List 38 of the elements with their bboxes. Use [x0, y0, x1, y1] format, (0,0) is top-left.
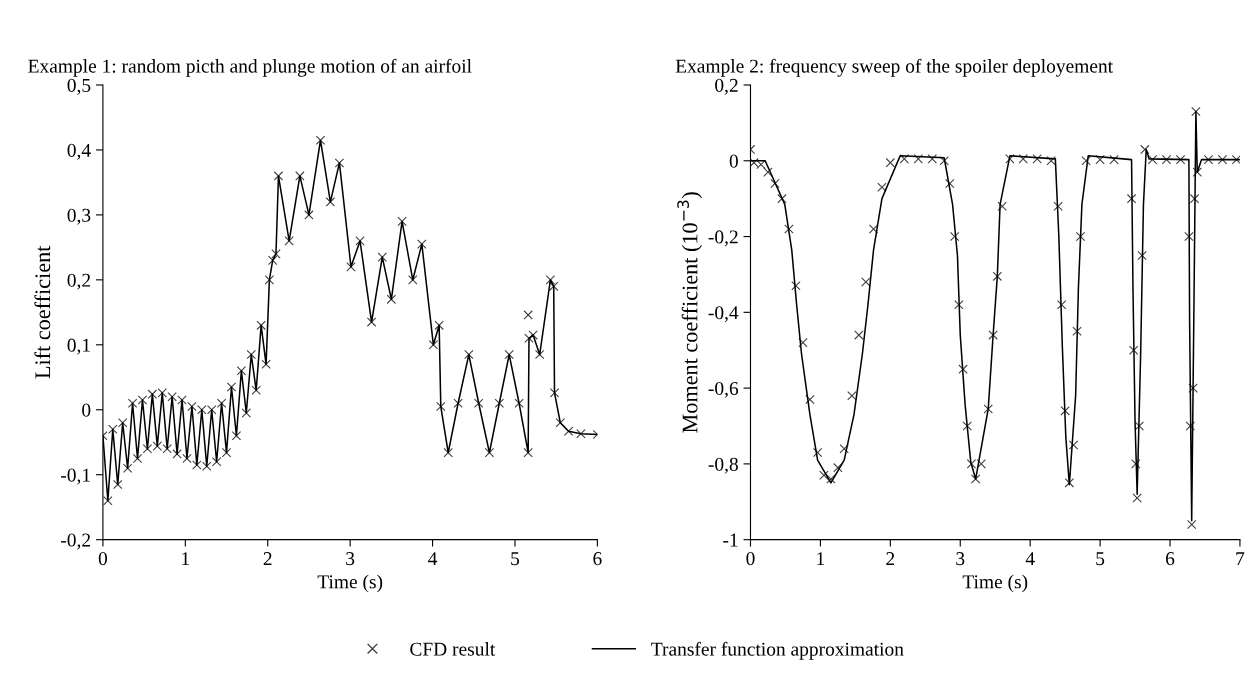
- x-axis-title: Time (s): [962, 574, 1028, 593]
- y-tick-label: 0,3: [67, 208, 91, 225]
- x-tick-label: 6: [593, 552, 602, 566]
- x-tick-label: 4: [428, 552, 438, 565]
- y-tick-label: 0: [729, 154, 738, 168]
- chart-title: Example 2: frequency sweep of the spoiler deployement: [675, 58, 1113, 77]
- x-axis-title: Time (s): [317, 574, 383, 593]
- y-tick-label: 0,1: [67, 338, 90, 355]
- legend-label: CFD result: [410, 642, 496, 656]
- y-tick-label: 0,2: [67, 273, 91, 290]
- x-tick-label: 0: [746, 552, 755, 566]
- y-tick-label: 0: [82, 403, 91, 417]
- y-tick-label: 0,5: [67, 78, 91, 95]
- x-tick-label: 7: [1236, 552, 1245, 565]
- y-tick-label: 0,2: [715, 78, 738, 95]
- x-tick-label: 2: [886, 552, 895, 565]
- y-tick-label: -1: [723, 533, 738, 547]
- y-tick-label: -0,2: [61, 533, 91, 550]
- x-tick-label: 3: [346, 552, 355, 566]
- x-tick-label: 5: [511, 552, 520, 566]
- x-tick-label: 1: [817, 552, 825, 565]
- legend-label: Transfer function approximation: [651, 641, 904, 660]
- x-tick-label: 5: [1096, 552, 1105, 566]
- y-axis-title: Lift coefficient: [34, 245, 51, 379]
- x-tick-label: 0: [98, 552, 108, 566]
- x-tick-label: 4: [1025, 552, 1035, 565]
- y-tick-label: -0,1: [61, 468, 90, 485]
- y-tick-label: -0,8: [708, 457, 738, 474]
- x-tick-label: 3: [956, 552, 965, 566]
- chart-title: Example 1: random picth and plunge motion of an airfoil: [28, 58, 472, 77]
- y-tick-label: 0,4: [67, 143, 91, 160]
- y-axis-title: Moment coefficient (10$^{−3}$): [677, 192, 703, 433]
- x-tick-label: 2: [263, 552, 272, 565]
- y-tick-label: -0,4: [708, 306, 739, 323]
- y-tick-label: -0,6: [708, 381, 739, 398]
- x-tick-label: 6: [1165, 552, 1175, 566]
- y-tick-label: -0,2: [708, 230, 738, 247]
- x-tick-label: 1: [182, 552, 190, 565]
